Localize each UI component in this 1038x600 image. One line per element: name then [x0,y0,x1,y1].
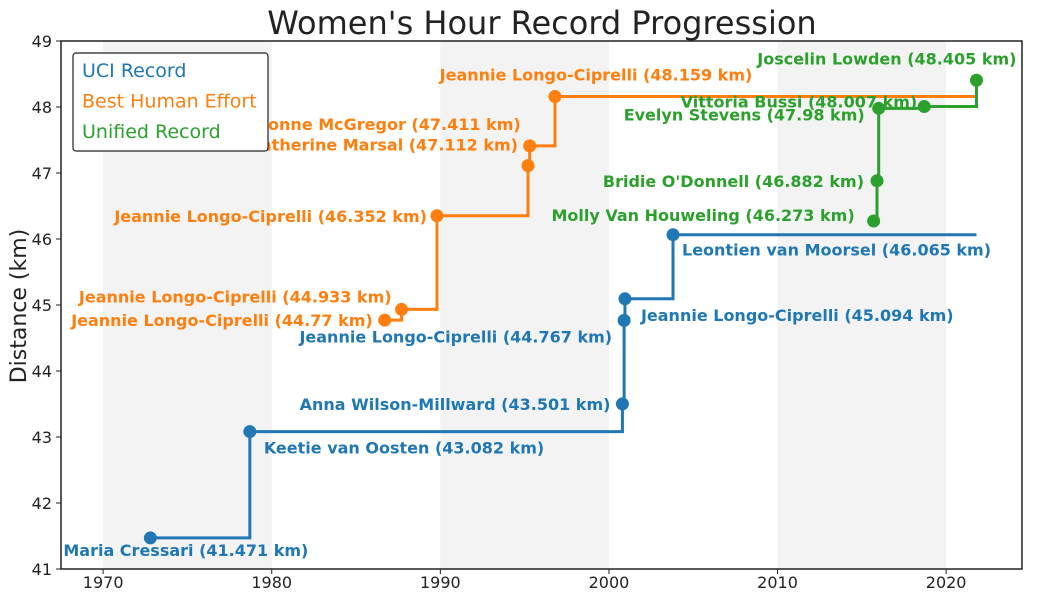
data-point [548,90,562,104]
point-annotation: Maria Cressari (41.471 km) [63,541,308,560]
y-tick-label: 43 [32,428,52,447]
point-annotation: Jeannie Longo-Ciprelli (44.767 km) [298,327,612,346]
point-annotation: Evelyn Stevens (47.98 km) [624,105,865,124]
point-annotation: Leontien van Moorsel (46.065 km) [682,241,991,260]
y-tick-label: 47 [32,164,52,183]
data-point [618,292,632,306]
point-annotation: Yvonne McGregor (47.411 km) [245,115,521,134]
x-tick-label: 2020 [926,573,967,592]
point-annotation: Jeannie Longo-Ciprelli (48.159 km) [439,66,753,85]
y-tick-label: 49 [32,32,52,51]
point-annotation: Jeannie Longo-Ciprelli (44.933 km) [78,287,392,306]
series-uci-record: Maria Cressari (41.471 km) Keetie van Oos… [63,228,991,560]
point-annotation: Jeannie Longo-Ciprelli (46.352 km) [113,207,427,226]
decade-band-2 [777,41,947,569]
chart-title: Women's Hour Record Progression [267,4,816,42]
y-axis-label: Distance (km) [7,229,32,384]
data-point [867,214,881,228]
point-annotation: Catherine Marsal (47.112 km) [249,136,518,155]
point-annotation: Anna Wilson-Millward (43.501 km) [300,395,611,414]
legend-box [72,52,269,152]
series-layer: Maria Cressari (41.471 km) Keetie van Oos… [63,49,1016,560]
data-point [666,228,680,242]
y-tick-label: 42 [32,494,52,513]
data-point [969,73,983,87]
y-tick-label: 46 [32,230,52,249]
legend-entry: Unified Record [82,121,221,143]
data-point [917,100,931,114]
axis-ticks: 1970 1980 1990 2000 2010 2020 41 42 43 44 45 46 47 48… [32,32,967,592]
data-point [378,313,392,327]
point-annotation: Bridie O'Donnell (46.882 km) [603,172,864,191]
point-annotation: Keetie van Oosten (43.082 km) [264,439,544,458]
data-point [395,302,409,316]
data-point [523,139,537,153]
x-tick-label: 1990 [420,573,461,592]
x-tick-label: 2000 [589,573,630,592]
data-point [617,313,631,327]
plot-frame [60,40,1023,570]
series-best-human-effort: Jeannie Longo-Ciprelli (44.77 km) Jeannie… [70,66,977,330]
y-tick-label: 44 [32,362,52,381]
point-annotation: Jeannie Longo-Ciprelli (44.77 km) [70,311,373,330]
data-point [615,397,629,411]
legend-entry: Best Human Effort [82,91,257,113]
y-tick-label: 41 [32,560,52,579]
series-step-line [150,233,977,540]
point-annotation: Molly Van Houweling (46.273 km) [551,206,854,225]
data-point [430,209,444,223]
data-point [872,101,886,115]
y-tick-label: 48 [32,98,52,117]
y-tick-label: 45 [32,296,52,315]
decade-band-1 [440,41,609,569]
x-tick-label: 1970 [83,573,124,592]
legend-entry: UCI Record [82,60,186,82]
data-point [521,159,535,173]
point-annotation: Joscelin Lowden (48.405 km) [756,49,1016,68]
data-point [143,531,157,545]
series-unified-record: Molly Van Houweling (46.273 km) Bridie O'… [551,49,1016,228]
x-tick-label: 2010 [757,573,798,592]
data-point [870,174,884,188]
data-point [243,425,257,439]
point-annotation: Vittoria Bussi (48.007 km) [681,93,918,112]
legend: UCI Record Best Human Effort Unified Recor… [72,52,269,152]
point-annotation: Jeannie Longo-Ciprelli (45.094 km) [640,306,954,325]
x-tick-label: 1980 [251,573,292,592]
